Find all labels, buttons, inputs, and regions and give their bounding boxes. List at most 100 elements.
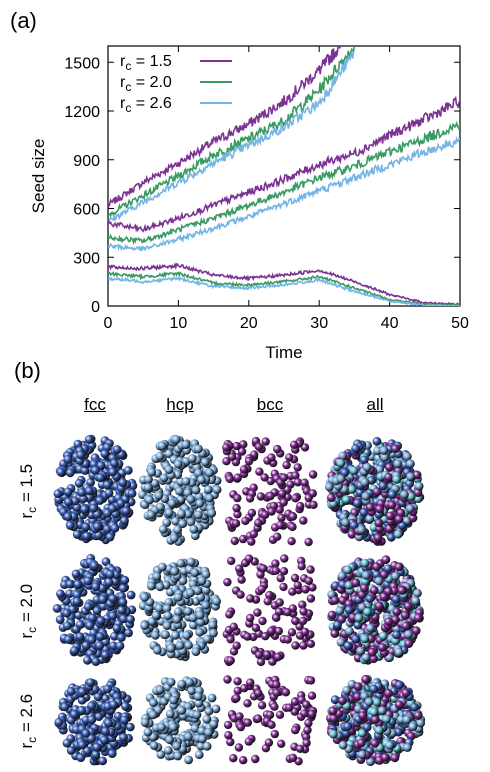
atom-bcc [279,473,289,482]
panel-b-label: (b) [14,358,41,383]
atom-fcc [109,700,119,709]
atom-hcp [202,634,212,644]
atom-fcc [52,604,62,613]
atom-all [366,757,375,766]
series-line-high [108,46,342,208]
atom-bcc [256,492,265,501]
atom-bcc [293,581,302,590]
atom-bcc [273,532,282,541]
atom-bcc [271,559,280,568]
atom-all [390,753,400,763]
atom-fcc [98,756,107,766]
atom-all [336,637,346,647]
atom-all [406,459,415,469]
atom-bcc [254,518,263,528]
atom-fcc [54,717,64,727]
atom-bcc [290,573,300,583]
atom-hcp [187,686,197,696]
atom-hcp [171,630,180,640]
atom-fcc [55,615,65,624]
atom-fcc [63,487,73,497]
atom-all [366,623,375,633]
atom-fcc [74,610,83,620]
atom-hcp [197,576,207,586]
atom-all [408,722,418,732]
atom-bcc [290,697,300,706]
atom-fcc [87,635,97,645]
atom-hcp [147,467,157,477]
atom-all [406,472,415,482]
column-header-fcc: fcc [84,395,106,414]
atom-fcc [75,632,85,641]
atom-hcp [165,735,175,745]
atom-hcp [191,485,201,495]
x-tick-label: 0 [104,315,113,332]
atom-fcc [92,606,102,615]
atom-all [327,493,336,503]
atom-bcc [232,441,241,451]
atom-fcc [91,657,101,666]
atom-bcc [249,529,258,539]
atom-fcc [126,590,136,600]
x-tick-label: 20 [240,315,258,332]
atom-bcc [268,657,277,666]
atom-hcp [190,723,200,733]
atom-hcp [196,617,206,627]
atom-fcc [63,512,73,522]
atom-bcc [247,508,257,518]
atom-all [393,459,403,469]
atom-hcp [140,593,150,602]
atom-hcp [177,706,187,715]
atom-hcp [176,558,186,568]
atom-bcc [302,738,311,748]
atom-hcp [146,510,156,520]
atom-all [363,607,372,617]
atom-hcp [145,495,154,505]
atom-all [385,511,395,521]
atom-hcp [163,611,173,621]
atom-all [366,634,376,644]
x-tick-label: 10 [170,315,188,332]
atom-all [356,646,365,656]
atom-hcp [155,685,165,695]
atom-fcc [77,695,87,705]
atom-hcp [207,693,217,703]
atom-hcp [166,644,176,653]
atom-fcc [95,496,105,505]
atom-all [366,502,375,512]
atom-all [354,613,364,623]
atom-all [406,492,416,501]
atom-all [364,697,374,707]
atom-bcc [308,583,317,592]
atom-fcc [66,687,76,696]
atom-all [387,500,397,510]
atom-hcp [197,475,206,485]
atom-bcc [254,442,264,451]
atom-bcc [224,731,233,740]
atom-all [367,647,377,657]
atom-all [330,629,340,638]
atom-fcc [60,702,70,712]
atom-hcp [143,727,153,737]
atom-hcp [169,695,179,705]
atom-hcp [162,518,172,527]
atom-fcc [87,734,96,743]
atom-hcp [177,679,187,689]
plot-area-frame [107,45,461,307]
atom-fcc [110,523,120,533]
atom-hcp [167,498,177,508]
atom-bcc [225,474,234,484]
atom-hcp [212,596,222,606]
atom-hcp [201,600,211,610]
atom-bcc [288,753,298,762]
atom-fcc [98,594,108,604]
atom-bcc [246,594,255,603]
atom-hcp [184,755,194,765]
atom-all [369,684,379,694]
atom-fcc [82,746,92,756]
atom-fcc [76,753,86,762]
series-line-mid [108,135,460,252]
atom-hcp [185,677,194,687]
atom-hcp [192,710,202,720]
atom-bcc [223,675,232,684]
